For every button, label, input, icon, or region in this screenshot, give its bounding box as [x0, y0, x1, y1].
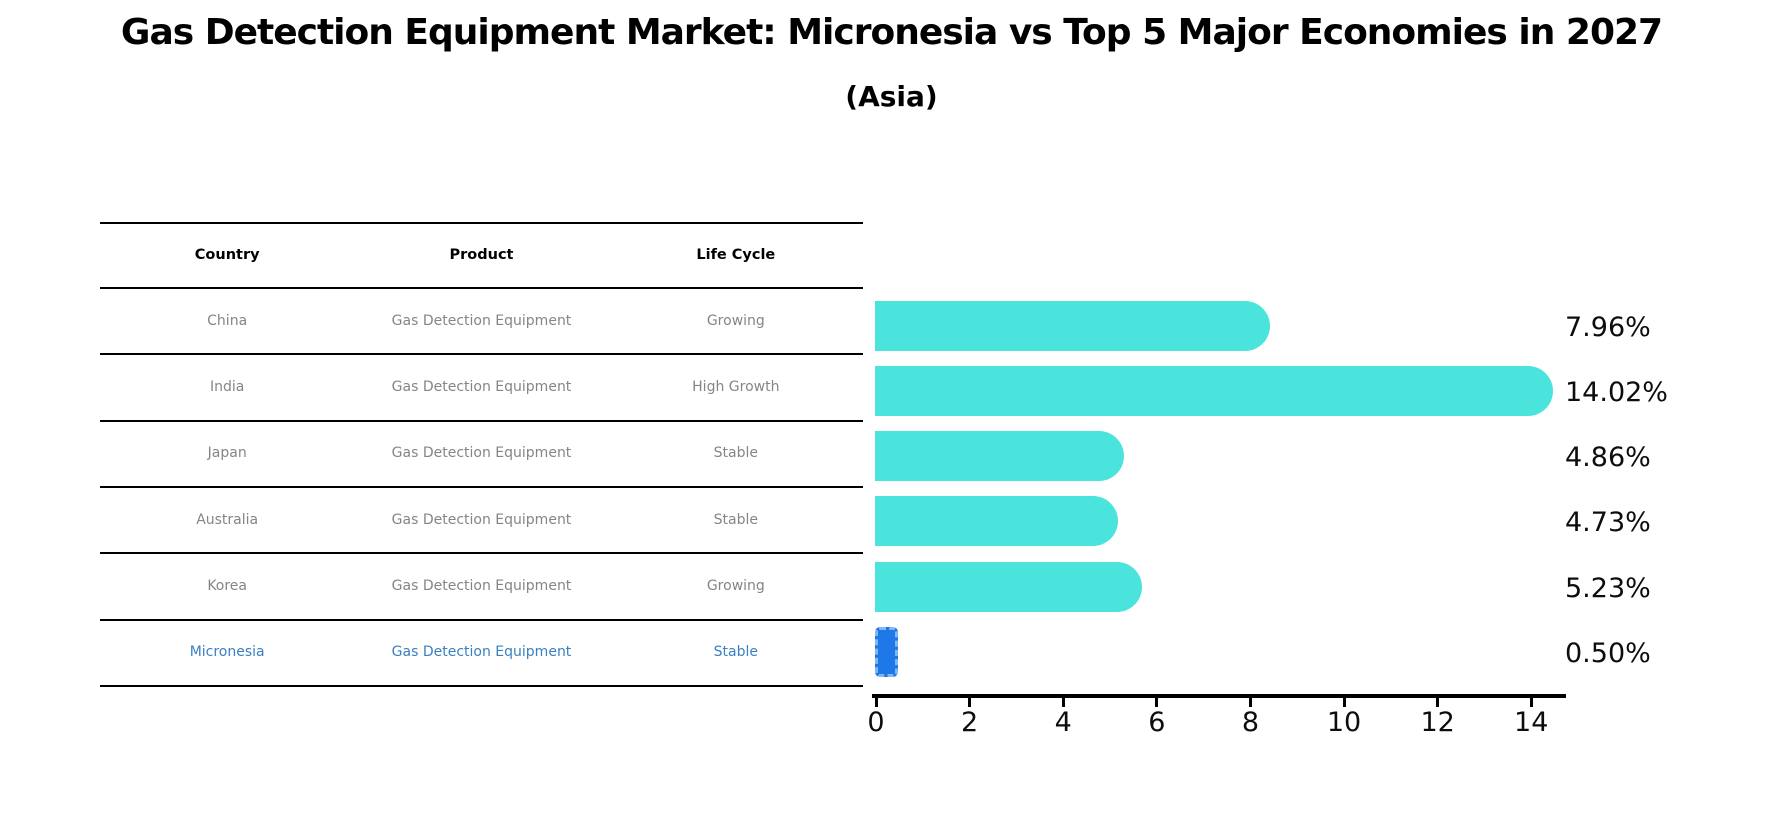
x-tick-label-14: 14 — [1514, 707, 1549, 738]
x-tick-14 — [1529, 697, 1533, 707]
cell-product: Gas Detection Equipment — [391, 511, 572, 528]
table-row-japan: Japan Gas Detection Equipment Stable — [100, 422, 863, 488]
value-label-korea: 5.23% — [1565, 572, 1651, 604]
table-row-korea: Korea Gas Detection Equipment Growing — [100, 554, 863, 621]
value-label-australia: 4.73% — [1565, 507, 1651, 539]
cell-product: Gas Detection Equipment — [391, 578, 572, 595]
value-label-india: 14.02% — [1565, 376, 1668, 408]
x-tick-8 — [1248, 697, 1252, 707]
value-label-japan: 4.86% — [1565, 442, 1651, 474]
x-tick-0 — [874, 697, 878, 707]
cell-life-cycle: Stable — [713, 511, 758, 528]
table-row-china: China Gas Detection Equipment Growing — [100, 289, 863, 356]
x-tick-2 — [968, 697, 972, 707]
bar-micronesia — [875, 627, 898, 677]
table-body: China Gas Detection Equipment Growing In… — [100, 289, 863, 687]
cell-country: Korea — [207, 578, 248, 595]
cell-country: Micronesia — [189, 644, 265, 661]
x-tick-label-2: 2 — [961, 707, 979, 738]
cell-life-cycle: High Growth — [692, 379, 780, 396]
bar-china — [875, 300, 1270, 351]
cell-life-cycle: Growing — [706, 578, 765, 595]
cell-country: India — [209, 379, 245, 396]
cell-life-cycle: Stable — [713, 644, 758, 661]
x-tick-10 — [1342, 697, 1346, 707]
x-tick-4 — [1061, 697, 1065, 707]
table-header-product: Product — [449, 246, 514, 263]
chart-subtitle: (Asia) — [845, 80, 938, 113]
x-tick-label-0: 0 — [867, 707, 885, 738]
cell-life-cycle: Growing — [706, 312, 765, 329]
bar-india — [875, 365, 1553, 416]
bar-japan — [875, 431, 1124, 482]
cell-life-cycle: Stable — [713, 445, 758, 462]
value-label-china: 7.96% — [1565, 311, 1651, 343]
cell-country: Japan — [207, 445, 247, 462]
x-tick-label-6: 6 — [1148, 707, 1166, 738]
table-row-micronesia: Micronesia Gas Detection Equipment Stabl… — [100, 621, 863, 687]
bar-australia — [875, 496, 1118, 547]
x-tick-label-4: 4 — [1054, 707, 1072, 738]
table-header-country: Country — [194, 246, 260, 263]
value-label-micronesia: 0.50% — [1565, 638, 1651, 669]
cell-product: Gas Detection Equipment — [391, 312, 572, 329]
x-axis-line — [872, 694, 1566, 698]
x-tick-label-12: 12 — [1420, 707, 1455, 738]
cell-product: Gas Detection Equipment — [391, 445, 572, 462]
cell-product: Gas Detection Equipment — [391, 379, 572, 396]
cell-country: China — [207, 312, 248, 329]
x-tick-label-10: 10 — [1326, 707, 1362, 738]
x-tick-6 — [1155, 697, 1159, 707]
table-header-row: Country Product Life Cycle — [100, 222, 863, 289]
table-header-lifecycle: Life Cycle — [696, 246, 776, 263]
bar-korea — [875, 561, 1142, 612]
chart-title: Gas Detection Equipment Market: Micrones… — [120, 12, 1663, 53]
table-row-india: India Gas Detection Equipment High Growt… — [100, 355, 863, 422]
country-table: Country Product Life Cycle China Gas Det… — [100, 222, 863, 687]
x-tick-label-8: 8 — [1241, 707, 1259, 738]
table-row-australia: Australia Gas Detection Equipment Stable — [100, 488, 863, 555]
x-tick-12 — [1436, 697, 1440, 707]
cell-country: Australia — [196, 511, 259, 528]
cell-product: Gas Detection Equipment — [391, 644, 572, 661]
